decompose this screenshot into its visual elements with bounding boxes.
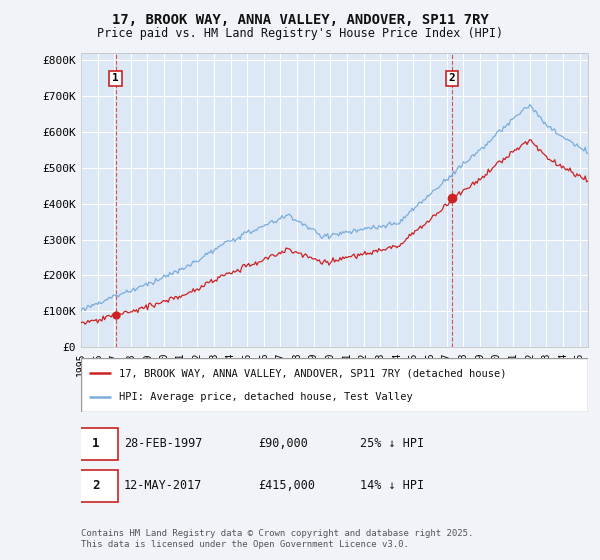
Text: 28-FEB-1997: 28-FEB-1997 [124, 437, 202, 450]
Text: Contains HM Land Registry data © Crown copyright and database right 2025.
This d: Contains HM Land Registry data © Crown c… [81, 529, 473, 549]
Text: Price paid vs. HM Land Registry's House Price Index (HPI): Price paid vs. HM Land Registry's House … [97, 27, 503, 40]
Text: £415,000: £415,000 [259, 479, 316, 492]
Text: 25% ↓ HPI: 25% ↓ HPI [360, 437, 424, 450]
FancyBboxPatch shape [73, 428, 118, 460]
Text: 2: 2 [449, 73, 455, 83]
Text: £90,000: £90,000 [259, 437, 308, 450]
Text: 17, BROOK WAY, ANNA VALLEY, ANDOVER, SP11 7RY (detached house): 17, BROOK WAY, ANNA VALLEY, ANDOVER, SP1… [119, 368, 506, 379]
Text: 1: 1 [92, 437, 100, 450]
Text: 1: 1 [112, 73, 119, 83]
Text: HPI: Average price, detached house, Test Valley: HPI: Average price, detached house, Test… [119, 392, 413, 402]
Text: 12-MAY-2017: 12-MAY-2017 [124, 479, 202, 492]
Text: 2: 2 [92, 479, 100, 492]
FancyBboxPatch shape [73, 470, 118, 502]
Text: 14% ↓ HPI: 14% ↓ HPI [360, 479, 424, 492]
Text: 17, BROOK WAY, ANNA VALLEY, ANDOVER, SP11 7RY: 17, BROOK WAY, ANNA VALLEY, ANDOVER, SP1… [112, 13, 488, 27]
